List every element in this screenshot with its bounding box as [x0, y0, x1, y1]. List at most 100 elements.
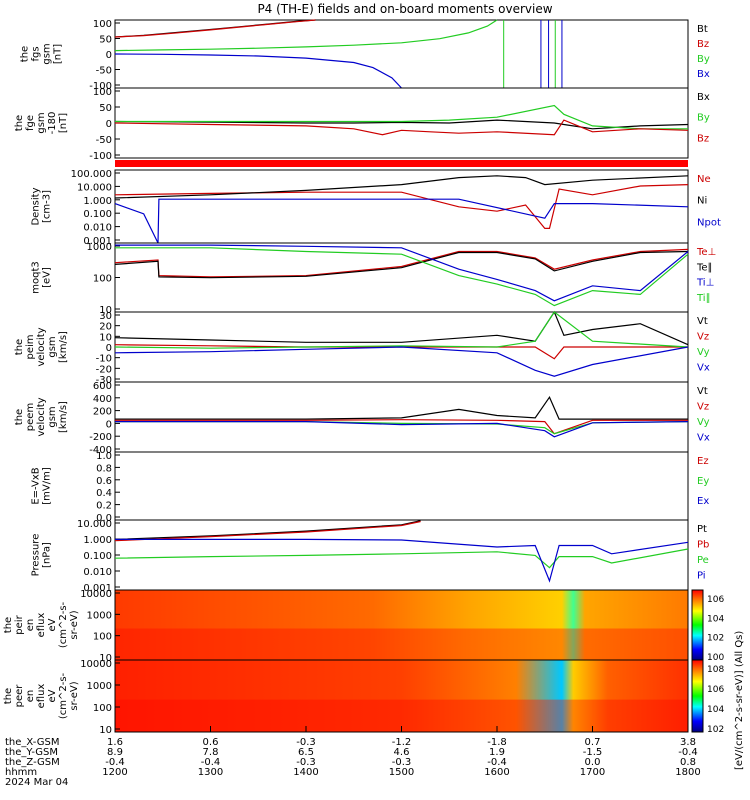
y-axis-label: Pressure [nPa]	[31, 534, 53, 577]
series-Vz	[114, 344, 688, 360]
legend-Ex: Ex	[697, 496, 709, 507]
y-tick-label: -100	[89, 81, 112, 92]
x-gsm-value: -0.3	[296, 737, 316, 748]
y-tick-label: 1000	[87, 242, 112, 253]
series-Vt	[114, 310, 689, 346]
legend-Ez: Ez	[697, 456, 709, 467]
y-axis-label: the peim velocity gsm [km/s]	[14, 327, 69, 366]
hhmm-value: 1600	[484, 767, 509, 778]
y-label-line: [nT]	[53, 44, 64, 64]
y-tick-label: 100	[93, 87, 112, 98]
series-Vt	[115, 395, 688, 420]
panel-frame	[114, 169, 689, 244]
y-tick-label: 0.010	[83, 223, 112, 234]
y-label-line: sr-eV)	[69, 681, 80, 710]
legend-Pb: Pb	[697, 540, 709, 551]
y-tick-label: 600	[93, 381, 112, 392]
y-tick-label: 0.001	[83, 236, 112, 247]
y-tick-label: 0	[106, 419, 112, 430]
z-gsm-value: -0.4	[201, 757, 221, 768]
x-gsm-value: -1.8	[487, 737, 507, 748]
y-label-line: [eV]	[42, 267, 53, 288]
panel-frame	[114, 519, 689, 591]
y-tick-label: -20	[96, 364, 112, 375]
colorbar-label: 106	[707, 595, 724, 605]
y-tick-label: 0.100	[83, 209, 112, 220]
y-label-line: the	[3, 688, 14, 704]
panel-7: 1.00.8 0.60.4 0.20.0 E=-VxB [mV/m] Ez Ey Ex	[31, 451, 710, 524]
legend-Pe: Pe	[697, 555, 709, 566]
hhmm-value: 1300	[198, 767, 223, 778]
y-label-line: [km/s]	[58, 331, 69, 363]
y-label-line: the	[14, 115, 25, 131]
colorbar-label: 100	[707, 653, 724, 663]
y-label-line: peir	[14, 614, 25, 634]
y-tick-label: 0.8	[96, 463, 112, 474]
series-Te⊥	[114, 248, 689, 278]
y-tick-label: 0.2	[96, 501, 112, 512]
y-label-line: eV	[47, 618, 58, 631]
legend-Bx: Bx	[697, 69, 710, 80]
separator-band	[115, 160, 688, 167]
series-Ti∥	[115, 247, 689, 307]
y-label-line: fgs	[31, 46, 42, 61]
y-tick-label: 1000	[87, 610, 112, 621]
y-label-line: [nPa]	[42, 542, 53, 568]
y-tick-label: 0.6	[96, 476, 112, 487]
series-Ni	[114, 175, 689, 199]
y-gsm-value: 4.6	[394, 747, 410, 758]
z-gsm-value: 0.8	[680, 757, 696, 768]
y-axis-label: the peem velocity gsm [km/s]	[14, 397, 69, 436]
series-Bz	[114, 19, 316, 38]
heatmap-low-energy-band	[115, 628, 688, 660]
y-gsm-value: -1.5	[583, 747, 603, 758]
y-label-line: the	[14, 409, 25, 425]
y-axis-label: Density [cm-3]	[31, 187, 53, 225]
series-Vy	[114, 311, 689, 349]
colorbar-label: 108	[707, 665, 724, 675]
y-label-line: velocity	[36, 327, 47, 366]
y-label-line: the	[20, 46, 31, 62]
y-tick-label: -200	[89, 432, 112, 443]
panel-9: 10000 1000 100 10 the peir en eflux eV (cm^2-s-sr…	[3, 589, 689, 664]
legend-Pt: Pt	[697, 524, 707, 535]
legend-Vt: Vt	[697, 386, 708, 397]
series-Npot	[114, 198, 689, 244]
hhmm-value: 1500	[389, 767, 414, 778]
y-tick-label: 10000	[80, 589, 112, 600]
y-label-line: velocity	[36, 397, 47, 436]
legend-Npot: Npot	[697, 217, 721, 228]
hhmm-value: 1400	[293, 767, 318, 778]
legend-Vx: Vx	[697, 433, 710, 444]
series-Te∥	[114, 250, 689, 279]
x-axis-row-label: 2024 Mar 04	[5, 777, 68, 788]
series-By	[114, 19, 498, 52]
y-tick-label: 100	[93, 632, 112, 643]
panel-4: 1000 100 10 moqt3 [eV] Te⊥ Te∥ Ti⊥ Ti∥	[31, 242, 717, 316]
y-label-line: peem	[25, 403, 36, 431]
y-tick-label: 100	[93, 703, 112, 714]
y-label-line: peer	[14, 684, 25, 708]
chart-title: P4 (TH-E) fields and on-board moments ov…	[257, 2, 552, 16]
y-tick-label: -400	[89, 445, 112, 456]
series-Pt	[114, 520, 421, 540]
colorbar-label: 106	[707, 685, 724, 695]
y-label-line: gsm	[47, 406, 58, 427]
panel-3: 100.000 10.000 1.000 0.100 0.010 0.001 Density…	[31, 169, 721, 247]
y-label-line: -180	[47, 112, 58, 135]
legend-Vx: Vx	[697, 363, 710, 374]
panel-2: 100 50 0 -50 -100 the fge gsm -180 [nT] Bx By Bz	[14, 87, 710, 162]
y-tick-label: 100.000	[71, 169, 112, 180]
series-Vz	[115, 419, 688, 435]
x-axis-row-label: the_Y-GSM	[5, 747, 58, 758]
x-axis-row-label: the_X-GSM	[5, 737, 59, 748]
z-gsm-value: -0.4	[487, 757, 507, 768]
heatmap-spectrogram	[115, 590, 688, 660]
y-label-line: sr-eV)	[69, 610, 80, 639]
y-label-line: en	[25, 690, 36, 703]
y-label-line: gsm	[47, 336, 58, 357]
legend-Vt: Vt	[697, 316, 708, 327]
hhmm-value: 1200	[102, 767, 127, 778]
y-axis-label: the peer en eflux eV (cm^2-s-sr-eV)	[3, 672, 80, 719]
y-axis-label: E=-VxB [mV/m]	[31, 467, 53, 505]
